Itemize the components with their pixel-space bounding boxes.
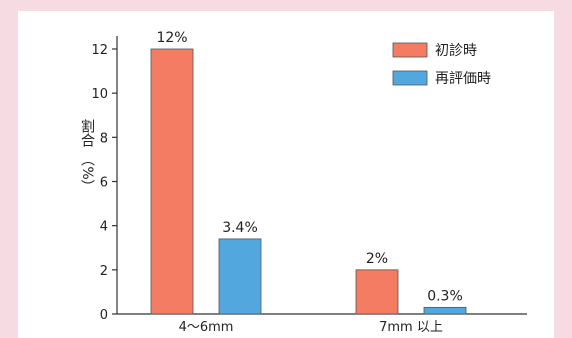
y-tick-label: 10 <box>91 87 108 102</box>
legend-swatch <box>392 42 428 58</box>
y-tick-label: 4 <box>100 220 108 235</box>
y-axis-label-unit: （%） <box>79 152 95 193</box>
bar-0-1 <box>355 269 399 315</box>
legend-swatch <box>392 70 428 86</box>
bar-1-1 <box>423 306 467 315</box>
y-tick-label: 12 <box>91 43 108 58</box>
bar-data-label: 2% <box>366 251 388 267</box>
y-tick-label: 8 <box>100 131 108 146</box>
y-tick-label: 2 <box>100 264 108 279</box>
y-tick-label: 6 <box>100 176 108 191</box>
bar-1-0 <box>218 238 262 315</box>
legend-label: 初診時 <box>435 42 477 59</box>
legend-label: 再評価時 <box>435 71 491 87</box>
y-tick-label: 0 <box>100 308 108 323</box>
x-category-label: 4〜6mm <box>179 320 234 335</box>
chart-panel <box>18 11 554 338</box>
bar-data-label: 0.3% <box>427 288 463 304</box>
bar-data-label: 12% <box>156 30 187 46</box>
bar-data-label: 3.4% <box>222 220 258 236</box>
x-category-label: 7mm 以上 <box>379 320 443 335</box>
bar-0-0 <box>150 48 194 315</box>
y-axis-label: 割合 <box>79 118 95 147</box>
